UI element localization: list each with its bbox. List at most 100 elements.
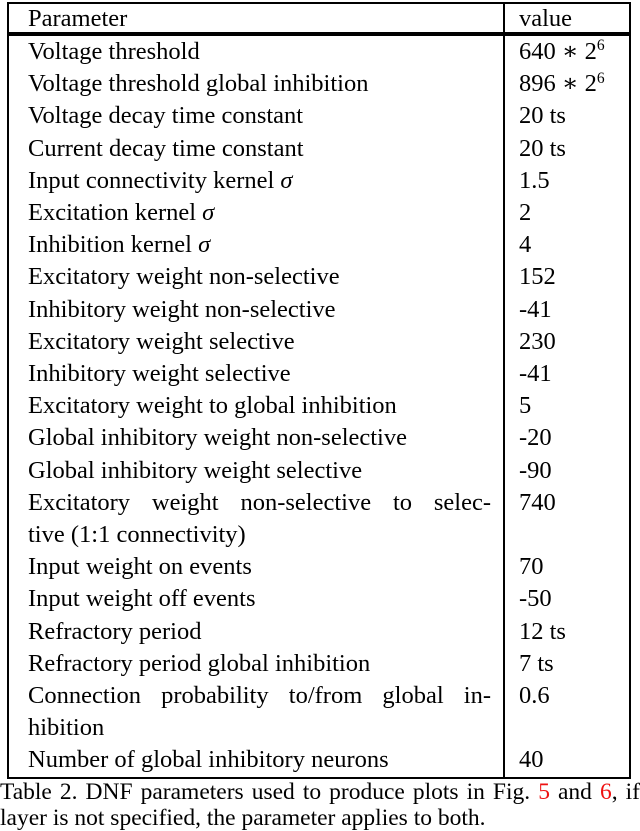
parameter-text: hibition (28, 714, 105, 742)
parameter-text: Voltage threshold (28, 38, 200, 65)
parameter-text: Input connectivity kernel σ (28, 166, 293, 194)
value-cell: 5 (503, 390, 630, 423)
table-row: Voltage decay time constant 20 ts (8, 100, 630, 133)
sigma-symbol: σ (198, 231, 211, 259)
table-row: Excitatory weight to global inhibition 5 (8, 390, 630, 423)
table-row: Input weight on events 70 (8, 551, 630, 584)
parameter-text: Excitatory weight selective (28, 327, 295, 355)
parameter-text: Global inhibitory weight selective (28, 456, 363, 484)
sigma-symbol: σ (202, 199, 215, 227)
value-column-header: value (503, 3, 630, 36)
figure-ref-link[interactable]: 5 (538, 779, 550, 805)
table-row: Inhibitory weight selective -41 (8, 358, 630, 391)
value-cell: 4 (503, 229, 630, 262)
value-cell: -20 (503, 422, 630, 455)
value-cell: -50 (503, 583, 630, 616)
caption-text: Table 2. DNF parameters used to produce … (0, 779, 539, 805)
value-cell: 230 (503, 325, 630, 359)
table-row: Inhibitory weight non-selective -41 (8, 293, 630, 326)
parameter-text: Input weight off events (28, 585, 256, 613)
parameter-cell: Voltage threshold (8, 34, 504, 68)
parameter-cell: Refractory period (8, 616, 504, 648)
parameter-cell: Number of global inhibitory neurons (8, 744, 504, 777)
caption-text: and (549, 779, 600, 805)
table-row: Inhibition kernel σ 4 (8, 229, 630, 262)
parameter-text: Global inhibitory weight non-selective (28, 424, 407, 452)
value-cell: 640 ∗ 26 (503, 34, 630, 69)
table-row: Input connectivity kernel σ 1.5 (8, 164, 630, 198)
parameter-cell: Excitatory weight non-selective (8, 261, 504, 293)
table-row: Refractory period global inhibition 7 ts (8, 647, 630, 681)
parameter-text: Inhibition kernel σ (28, 231, 211, 259)
parameter-text: Voltage threshold global inhibition (28, 70, 369, 98)
table-body: Voltage threshold 640 ∗ 26 Voltage thresho… (8, 34, 630, 778)
table-row: Voltage threshold global inhibition 896 ∗… (8, 68, 630, 101)
table-row: Global inhibitory weight non-selective -2… (8, 422, 630, 455)
table-row: Excitatory weight selective 230 (8, 325, 630, 359)
table-row: Excitatory weight non-selective 152 (8, 261, 630, 294)
table-header-row: Parameter value (8, 3, 630, 36)
value-cell: 7 ts (503, 647, 630, 681)
table-row: Current decay time constant 20 ts (8, 132, 630, 165)
parameter-text: Excitatory weight non-selective (28, 263, 340, 291)
caption-text: , if layer is not specified, the paramet… (0, 779, 640, 831)
value-cell: -90 (503, 454, 630, 487)
value-exponent: 6 (596, 37, 605, 55)
parameter-text: Refractory period global inhibition (28, 649, 371, 677)
parameter-cell: Excitatory weight non-selective to selec… (8, 487, 504, 551)
parameter-text: Excitatory weight non-selective to selec… (28, 488, 491, 516)
parameter-cell: Input weight on events (8, 551, 504, 583)
parameter-text: tive (1:1 connectivity) (28, 521, 246, 549)
parameter-cell: Input weight off events (8, 583, 504, 615)
parameter-cell: Inhibitory weight non-selective (8, 294, 504, 326)
table-row: Voltage threshold 640 ∗ 26 (8, 34, 630, 69)
value-cell: 152 (503, 261, 630, 294)
parameter-column-header: Parameter (8, 3, 504, 36)
table-row: Excitatory weight non-selective to selec… (8, 486, 630, 552)
table-row: Number of global inhibitory neurons 40 (8, 744, 630, 778)
parameter-cell: Inhibitory weight selective (8, 358, 504, 390)
parameter-text: Voltage decay time constant (28, 102, 304, 130)
parameter-cell: Voltage decay time constant (8, 100, 504, 132)
table-row: Connection probability to/from global in… (8, 680, 630, 745)
parameter-text: Number of global inhibitory neurons (28, 746, 389, 774)
table-row: Excitation kernel σ 2 (8, 197, 630, 230)
value-cell: 12 ts (503, 615, 630, 648)
sigma-symbol: σ (280, 166, 293, 194)
value-cell: 896 ∗ 26 (503, 68, 630, 101)
parameter-cell: Refractory period global inhibition (8, 648, 504, 680)
value-cell: 20 ts (503, 132, 630, 165)
parameter-cell: Voltage threshold global inhibition (8, 68, 504, 100)
parameter-cell: Inhibition kernel σ (8, 229, 504, 261)
parameter-cell: Global inhibitory weight selective (8, 455, 504, 487)
parameter-text: Excitation kernel σ (28, 199, 215, 227)
value-cell: -41 (503, 358, 630, 391)
table-row: Global inhibitory weight selective -90 (8, 454, 630, 487)
parameter-cell: Current decay time constant (8, 133, 504, 165)
parameter-text: Excitatory weight to global inhibition (28, 392, 397, 420)
value-cell: 20 ts (503, 100, 630, 133)
value-cell: 2 (503, 197, 630, 230)
parameter-cell: Excitation kernel σ (8, 197, 504, 229)
figure-ref-link[interactable]: 6 (599, 779, 612, 805)
table-row: Input weight off events -50 (8, 583, 630, 616)
value-cell: 740 (503, 486, 630, 552)
parameter-text: Connection probability to/from global in… (28, 682, 491, 710)
parameter-text: Refractory period (28, 617, 202, 645)
parameters-table: Parameter value Voltage threshold 640 ∗ 2… (7, 2, 631, 779)
value-exponent: 6 (596, 69, 605, 87)
parameter-cell: Connection probability to/from global in… (8, 680, 504, 744)
parameter-text: Inhibitory weight non-selective (28, 295, 336, 323)
parameter-text: Inhibitory weight selective (28, 360, 291, 388)
value-cell: -41 (503, 293, 630, 326)
parameter-cell: Input connectivity kernel σ (8, 165, 504, 197)
table-caption: Table 2. DNF parameters used to produce … (0, 779, 640, 831)
parameter-text: Current decay time constant (28, 134, 304, 162)
value-cell: 0.6 (503, 680, 630, 745)
value-cell: 70 (503, 551, 630, 584)
value-cell: 40 (503, 744, 630, 778)
parameter-cell: Excitatory weight to global inhibition (8, 390, 504, 422)
parameter-text: Input weight on events (28, 553, 252, 581)
parameter-cell: Excitatory weight selective (8, 326, 504, 358)
